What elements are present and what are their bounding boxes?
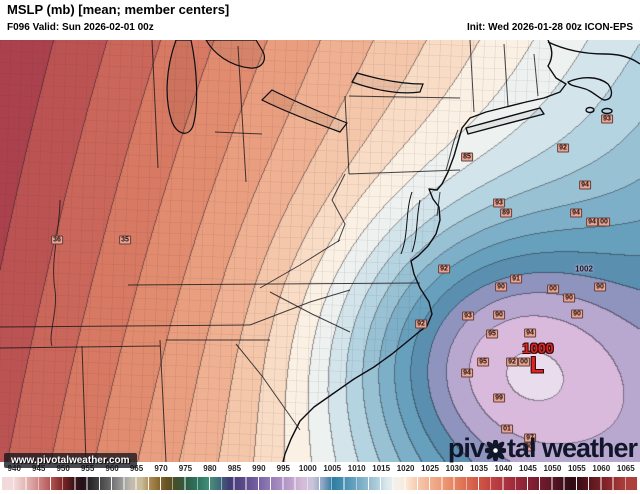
- colorbar-tick: 1045: [519, 464, 537, 473]
- colorbar-tick: 1000: [298, 464, 317, 473]
- colorbar-tick: 1060: [592, 464, 611, 473]
- colorbar-tick: 1010: [347, 464, 366, 473]
- state-borders: [0, 40, 539, 462]
- member-center-label: 94: [586, 217, 598, 227]
- member-center-label: 85: [461, 152, 473, 162]
- member-center-label: 92: [415, 319, 427, 329]
- colorbar-tick: 960: [105, 464, 119, 473]
- colorbar-tick: 1055: [567, 464, 586, 473]
- pivotal-weather-logo: piv tal weather: [447, 433, 638, 463]
- member-center-label: 93: [462, 311, 474, 321]
- member-center-label: 94: [461, 368, 473, 378]
- product-title: MSLP (mb) [mean; member centers]: [7, 2, 230, 17]
- colorbar-tick: 975: [178, 464, 193, 473]
- member-center-label: 90: [563, 293, 575, 303]
- colorbar-tick: 980: [203, 464, 217, 473]
- colorbar-tick: 1015: [372, 464, 391, 473]
- colorbar-tick: 955: [80, 464, 95, 473]
- lake-ontario: [351, 72, 424, 94]
- member-center-label: 89: [500, 208, 512, 218]
- member-center-label: 94: [579, 180, 591, 190]
- colorbar-tick: 1050: [543, 464, 562, 473]
- colorbar-tick: 950: [56, 464, 70, 473]
- member-center-label: 95: [486, 329, 498, 339]
- member-center-label: 92: [557, 143, 569, 153]
- member-center-label: 93: [493, 198, 505, 208]
- colorbar-tick: 1030: [445, 464, 464, 473]
- member-center-label: 00: [547, 284, 559, 294]
- contour-label: 1002: [575, 264, 593, 274]
- colorbar-tick: 1040: [494, 464, 513, 473]
- colorbar-tick: 945: [32, 464, 46, 473]
- header-bar: MSLP (mb) [mean; member centers] F096 Va…: [0, 0, 640, 40]
- cape-cod: [567, 77, 613, 101]
- chesapeake-bay: [400, 191, 421, 255]
- long-island: [465, 107, 545, 135]
- colorbar-tick: 970: [154, 464, 168, 473]
- member-center-label: 36: [51, 235, 63, 245]
- lake-erie: [260, 89, 348, 133]
- colorbar-tick: 1025: [421, 464, 439, 473]
- great-lakes: [166, 40, 424, 134]
- colorbar-tick: 1020: [396, 464, 415, 473]
- colorbar-tick: 1005: [323, 464, 342, 473]
- flower-icon: [484, 439, 506, 461]
- colorbar-tick: 1065: [616, 464, 635, 473]
- member-center-label: 92: [506, 357, 518, 367]
- logo-text-post: tal weather: [506, 433, 638, 463]
- member-center-label: 99: [493, 393, 505, 403]
- member-center-label: 94: [570, 208, 582, 218]
- low-center-pressure-label: 1000: [522, 340, 554, 356]
- lake-huron: [205, 40, 265, 69]
- colorbar-tick: 995: [276, 464, 290, 473]
- colorbar-tick-labels: 940 945 950 955 960 965 970 975 980 985 990 995 1000…: [0, 464, 640, 476]
- member-center-label: 01: [501, 424, 513, 434]
- member-center-label: 95: [477, 357, 489, 367]
- member-center-label: 92: [438, 264, 450, 274]
- member-center-label: 90: [523, 442, 535, 452]
- member-center-label: 90: [571, 309, 583, 319]
- colorbar: [2, 477, 638, 490]
- watermark: www.pivotalweather.com: [4, 453, 137, 468]
- member-center-label: 90: [495, 282, 507, 292]
- member-center-label: 93: [601, 114, 613, 124]
- init-time-label: Init: Wed 2026-01-28 00z ICON-EPS: [467, 22, 633, 33]
- lake-michigan: [166, 40, 198, 134]
- member-center-label: 90: [493, 310, 505, 320]
- member-center-label: 97: [524, 433, 536, 443]
- colorbar-tick: 990: [252, 464, 266, 473]
- member-center-label: 35: [119, 235, 131, 245]
- low-center-marker: L: [530, 352, 544, 378]
- member-center-label: 00: [598, 217, 610, 227]
- geography-overlay: [0, 40, 640, 462]
- member-center-label: 90: [594, 282, 606, 292]
- logo-text-pre: piv: [447, 433, 485, 463]
- colorbar-tick: 940: [7, 464, 21, 473]
- member-center-label: 91: [510, 274, 522, 284]
- colorbar-footer: 940 945 950 955 960 965 970 975 980 985 990 995 1000…: [0, 462, 640, 494]
- member-center-label: 94: [524, 328, 536, 338]
- coastline: [282, 40, 640, 462]
- member-center-label: 00: [518, 357, 530, 367]
- colorbar-tick: 1035: [470, 464, 488, 473]
- colorbar-tick: 985: [227, 464, 242, 473]
- valid-time-label: F096 Valid: Sun 2026-02-01 00z: [7, 22, 154, 33]
- colorbar-tick: 965: [129, 464, 144, 473]
